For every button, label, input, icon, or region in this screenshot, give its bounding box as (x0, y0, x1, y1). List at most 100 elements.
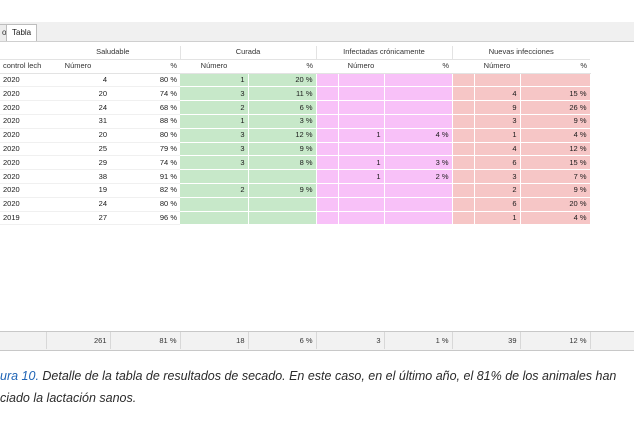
cell-nuevas-pct: 4 % (520, 128, 591, 143)
table-row[interactable]: 2020 38 91 % 1 2 % 3 7 % (0, 169, 591, 184)
cell-nuevas-spacer (452, 155, 475, 171)
cell-nuevas-pct: 15 % (520, 155, 591, 171)
cell-nuevas-num: 1 (474, 128, 521, 143)
cell-saludable-num: 24 (46, 197, 110, 212)
totals-bar: 261 81 % 18 6 % 3 1 % 39 12 % (0, 331, 634, 351)
cell-nuevas-pct: 7 % (520, 169, 591, 184)
cell-row-date: 2020 (0, 86, 46, 102)
cell-curada-num: 2 (180, 100, 249, 115)
cell-nuevas-num: 6 (474, 197, 521, 212)
cell-infectadas-spacer (316, 100, 339, 115)
table-row[interactable]: 2020 19 82 % 2 9 % 2 9 % (0, 183, 591, 198)
caption-line-2: ciado la lactación sanos. (0, 391, 137, 405)
cell-infectadas-num: 1 (338, 155, 385, 171)
cell-curada-pct (248, 169, 317, 184)
cell-nuevas-num: 4 (474, 86, 521, 102)
total-saludable-pct: 81 % (110, 332, 181, 349)
cell-infectadas-pct: 2 % (384, 169, 453, 184)
cell-saludable-pct: 88 % (110, 114, 180, 129)
cell-infectadas-num (338, 100, 385, 115)
cell-row-date: 2020 (0, 100, 46, 115)
cell-row-date: 2020 (0, 114, 46, 129)
tab-tabla[interactable]: Tabla (6, 24, 38, 41)
table-row[interactable]: 2020 20 80 % 3 12 % 1 4 % 1 4 % (0, 128, 591, 143)
cell-curada-pct (248, 211, 317, 226)
caption-line-1: ura 10. Detalle de la tabla de resultado… (0, 365, 634, 387)
cell-row-date: 2020 (0, 73, 46, 88)
col-header-control[interactable]: control lech (0, 59, 46, 74)
table-row[interactable]: 2020 24 68 % 2 6 % 9 26 % (0, 100, 591, 115)
col-header-nuevas-num[interactable]: Número (474, 59, 520, 74)
cell-saludable-pct: 80 % (110, 73, 180, 88)
cell-curada-pct: 12 % (248, 128, 317, 143)
cell-infectadas-num (338, 73, 385, 88)
cell-saludable-pct: 91 % (110, 169, 180, 184)
cell-infectadas-spacer (316, 155, 339, 171)
cell-infectadas-pct: 4 % (384, 128, 453, 143)
col-header-nuevas-pct[interactable]: % (520, 59, 590, 74)
col-header-curada-num[interactable]: Número (180, 59, 248, 74)
group-nuevas: Nuevas infecciones (451, 46, 590, 60)
cell-saludable-pct: 82 % (110, 183, 180, 198)
cell-saludable-num: 29 (46, 155, 110, 171)
total-curada-num: 18 (180, 332, 249, 349)
cell-curada-num: 1 (180, 114, 249, 129)
total-saludable-num: 261 (46, 332, 111, 349)
col-header-saludable-num[interactable]: Número (46, 59, 110, 74)
cell-curada-num: 2 (180, 183, 249, 198)
table-row[interactable]: 2020 4 80 % 1 20 % (0, 73, 591, 88)
cell-infectadas-spacer (316, 197, 339, 212)
cell-infectadas-num (338, 183, 385, 198)
table-row[interactable]: 2020 20 74 % 3 11 % 4 15 % (0, 86, 591, 102)
cell-saludable-num: 31 (46, 114, 110, 129)
cell-infectadas-num: 1 (338, 128, 385, 143)
cell-infectadas-num (338, 114, 385, 129)
cell-saludable-pct: 68 % (110, 100, 180, 115)
total-infectadas-num: 3 (316, 332, 385, 349)
column-header-row: control lech Número % Número % Número % … (0, 59, 590, 74)
cell-infectadas-spacer (316, 183, 339, 198)
total-nuevas-pct: 12 % (520, 332, 591, 349)
cell-infectadas-pct (384, 114, 453, 129)
cell-curada-pct: 11 % (248, 86, 317, 102)
col-header-infectadas-num[interactable]: Número (338, 59, 384, 74)
col-header-infectadas-pct[interactable]: % (384, 59, 452, 74)
cell-infectadas-pct (384, 86, 453, 102)
cell-curada-pct: 9 % (248, 142, 317, 157)
table-row[interactable]: 2020 24 80 % 6 20 % (0, 197, 591, 212)
cell-curada-num (180, 211, 249, 226)
cell-curada-num: 3 (180, 142, 249, 157)
cell-nuevas-pct: 4 % (520, 211, 591, 226)
table-row[interactable]: 2019 27 96 % 1 4 % (0, 211, 591, 226)
cell-row-date: 2020 (0, 183, 46, 198)
cell-row-date: 2020 (0, 155, 46, 171)
cell-infectadas-spacer (316, 211, 339, 226)
cell-nuevas-spacer (452, 183, 475, 198)
cell-infectadas-pct (384, 211, 453, 226)
cell-curada-num: 1 (180, 73, 249, 88)
table-row[interactable]: 2020 31 88 % 1 3 % 3 9 % (0, 114, 591, 129)
cell-nuevas-num (474, 73, 521, 88)
cell-saludable-pct: 74 % (110, 86, 180, 102)
table-row[interactable]: 2020 25 79 % 3 9 % 4 12 % (0, 142, 591, 157)
cell-saludable-num: 38 (46, 169, 110, 184)
group-saludable: Saludable (46, 46, 180, 60)
cell-curada-pct: 6 % (248, 100, 317, 115)
cell-saludable-num: 20 (46, 86, 110, 102)
figure-caption: ura 10. Detalle de la tabla de resultado… (0, 365, 634, 409)
cell-saludable-num: 19 (46, 183, 110, 198)
cell-nuevas-spacer (452, 169, 475, 184)
table-row[interactable]: 2020 29 74 % 3 8 % 1 3 % 6 15 % (0, 155, 591, 171)
col-header-saludable-pct[interactable]: % (110, 59, 180, 74)
cell-infectadas-pct (384, 197, 453, 212)
cell-saludable-pct: 80 % (110, 128, 180, 143)
col-header-curada-pct[interactable]: % (248, 59, 316, 74)
group-curada: Curada (179, 46, 316, 60)
caption-text-1: Detalle de la tabla de resultados de sec… (38, 369, 617, 383)
cell-saludable-num: 27 (46, 211, 110, 226)
cell-infectadas-spacer (316, 86, 339, 102)
group-infectadas: Infectadas crónicamente (315, 46, 452, 60)
cell-nuevas-num: 4 (474, 142, 521, 157)
cell-nuevas-spacer (452, 142, 475, 157)
cell-row-date: 2020 (0, 128, 46, 143)
